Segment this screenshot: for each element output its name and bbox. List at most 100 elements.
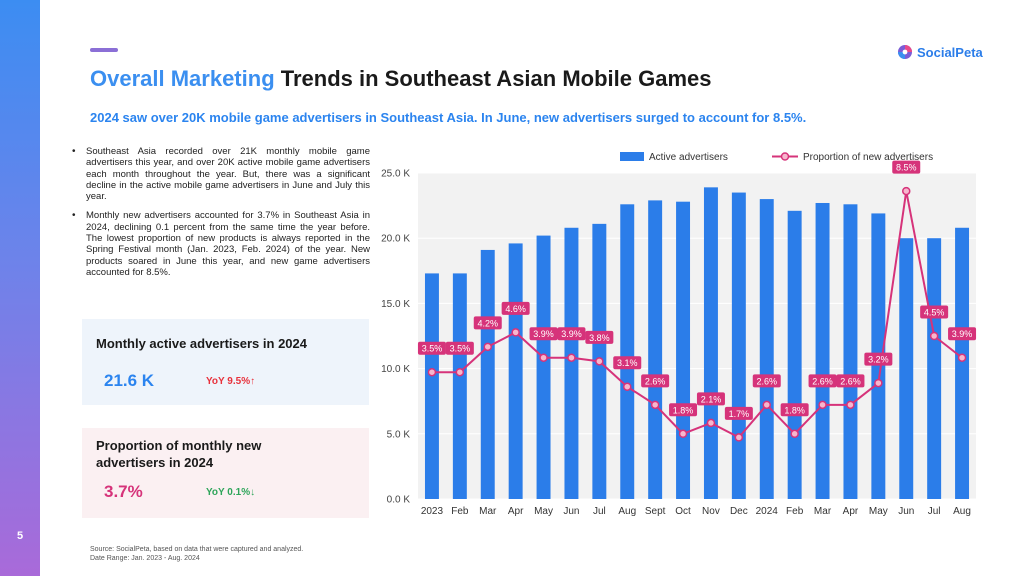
page-subtitle: 2024 saw over 20K mobile game advertiser…	[90, 110, 807, 125]
data-label: 1.8%	[784, 405, 805, 415]
series-point	[678, 429, 688, 439]
legend-label: Active advertisers	[649, 152, 728, 163]
x-tick-label: Mar	[479, 506, 497, 517]
series-point	[539, 353, 548, 362]
bar	[480, 249, 495, 499]
data-label: 1.8%	[673, 405, 694, 415]
bar	[815, 202, 830, 499]
data-label: 4.2%	[477, 318, 498, 328]
x-tick-label: Apr	[508, 506, 524, 517]
data-label: 4.5%	[924, 308, 945, 318]
bar	[620, 204, 635, 499]
data-label-bg	[501, 301, 530, 315]
card-value: 21.6 K	[104, 371, 155, 390]
series-point	[874, 378, 883, 388]
data-label: 3.2%	[868, 355, 889, 365]
bar	[648, 200, 663, 499]
series-point	[483, 342, 492, 352]
data-label-bg	[669, 403, 698, 417]
data-label: 3.9%	[533, 329, 554, 339]
bar	[731, 192, 746, 499]
bullet-item: Southeast Asia recorded over 21K monthly…	[70, 146, 370, 202]
data-label-bg	[864, 352, 893, 366]
advertisers-chart: 0.0 K 5.0 K 10.0 K 15.0 K 20.0 K 25.0 K 2023 Fe…	[381, 152, 977, 517]
data-label: 2.6%	[812, 376, 833, 386]
bar	[927, 238, 942, 499]
bar	[452, 273, 467, 499]
logo-text: SocialPeta	[917, 44, 983, 60]
insight-bullets: Southeast Asia recorded over 21K monthly…	[70, 146, 370, 286]
x-tick-label: Jul	[928, 506, 941, 517]
source-note: Source: SocialPeta, based on data that w…	[90, 545, 303, 563]
x-tick-label: Jun	[563, 506, 579, 517]
x-tick-label: 2023	[421, 506, 444, 517]
y-tick-label: 15.0 K	[381, 299, 410, 310]
series-point	[595, 357, 604, 366]
page-title: Overall Marketing Trends in Southeast As…	[90, 66, 711, 92]
legend-label: Proportion of new advertisers	[803, 152, 933, 163]
series-point	[623, 382, 632, 391]
x-tick-label: 2024	[756, 506, 779, 517]
data-label: 8.5%	[896, 163, 917, 173]
x-tick-label: May	[869, 506, 888, 517]
series-point	[902, 186, 911, 196]
bar	[564, 227, 579, 499]
x-tick-label: Jun	[898, 506, 914, 517]
title-accent-dash	[90, 48, 118, 52]
data-label: 2.6%	[756, 376, 777, 386]
x-tick-label: Oct	[675, 506, 691, 517]
x-tick-label: Sept	[645, 506, 666, 517]
data-label-bg	[473, 316, 502, 330]
x-tick-label: Aug	[618, 506, 636, 517]
data-label-bg	[920, 305, 949, 319]
data-label-bg	[585, 330, 614, 344]
card-title: Proportion of monthly new advertisers in…	[96, 438, 262, 470]
series-point	[511, 328, 520, 337]
card-yoy: YoY 0.1%↓	[206, 487, 256, 498]
data-label: 1.7%	[729, 409, 750, 419]
legend-line-marker	[780, 152, 790, 161]
data-label-bg	[417, 341, 446, 355]
page-number: 5	[16, 530, 24, 542]
bar	[508, 243, 523, 499]
series-point	[650, 400, 660, 410]
series-point	[706, 418, 716, 428]
date-range-line: Date Range: Jan. 2023 - Aug. 2024	[90, 555, 200, 562]
x-tick-label: Dec	[730, 506, 748, 517]
x-tick-label: Feb	[451, 506, 469, 517]
data-label-bg	[557, 327, 586, 341]
bar	[899, 238, 914, 499]
x-tick-label: Feb	[786, 506, 804, 517]
data-label-bg	[948, 327, 977, 341]
y-tick-label: 10.0 K	[381, 364, 410, 375]
x-tick-label: May	[534, 506, 553, 517]
data-label-bg	[892, 160, 921, 174]
series-point	[455, 367, 465, 377]
data-label: 3.9%	[561, 329, 582, 339]
data-label: 3.9%	[952, 329, 973, 339]
series-point	[929, 331, 939, 341]
data-label: 3.8%	[589, 333, 610, 343]
series-point	[567, 353, 576, 362]
series-line	[431, 190, 963, 439]
data-label: 2.1%	[701, 394, 722, 404]
card-title: Monthly active advertisers in 2024	[96, 336, 307, 351]
bullet-item: Monthly new advertisers accounted for 3.…	[70, 210, 370, 278]
y-tick-label: 5.0 K	[387, 429, 411, 440]
y-tick-label: 0.0 K	[387, 495, 411, 506]
data-label-bg	[724, 406, 753, 420]
bar	[955, 227, 970, 499]
plot-background	[418, 173, 976, 499]
data-label-bg	[780, 403, 809, 417]
series-point	[846, 400, 855, 410]
data-label-bg	[752, 374, 781, 388]
new-advertisers-card: Proportion of monthly new advertisers in…	[82, 428, 369, 518]
data-label-bg	[613, 356, 642, 370]
bar	[536, 235, 551, 499]
bar	[843, 204, 858, 499]
x-tick-label: Nov	[702, 506, 720, 517]
series-point	[734, 433, 744, 442]
data-label: 3.5%	[422, 344, 443, 354]
y-tick-label: 25.0 K	[381, 169, 410, 180]
card-value: 3.7%	[104, 482, 143, 501]
